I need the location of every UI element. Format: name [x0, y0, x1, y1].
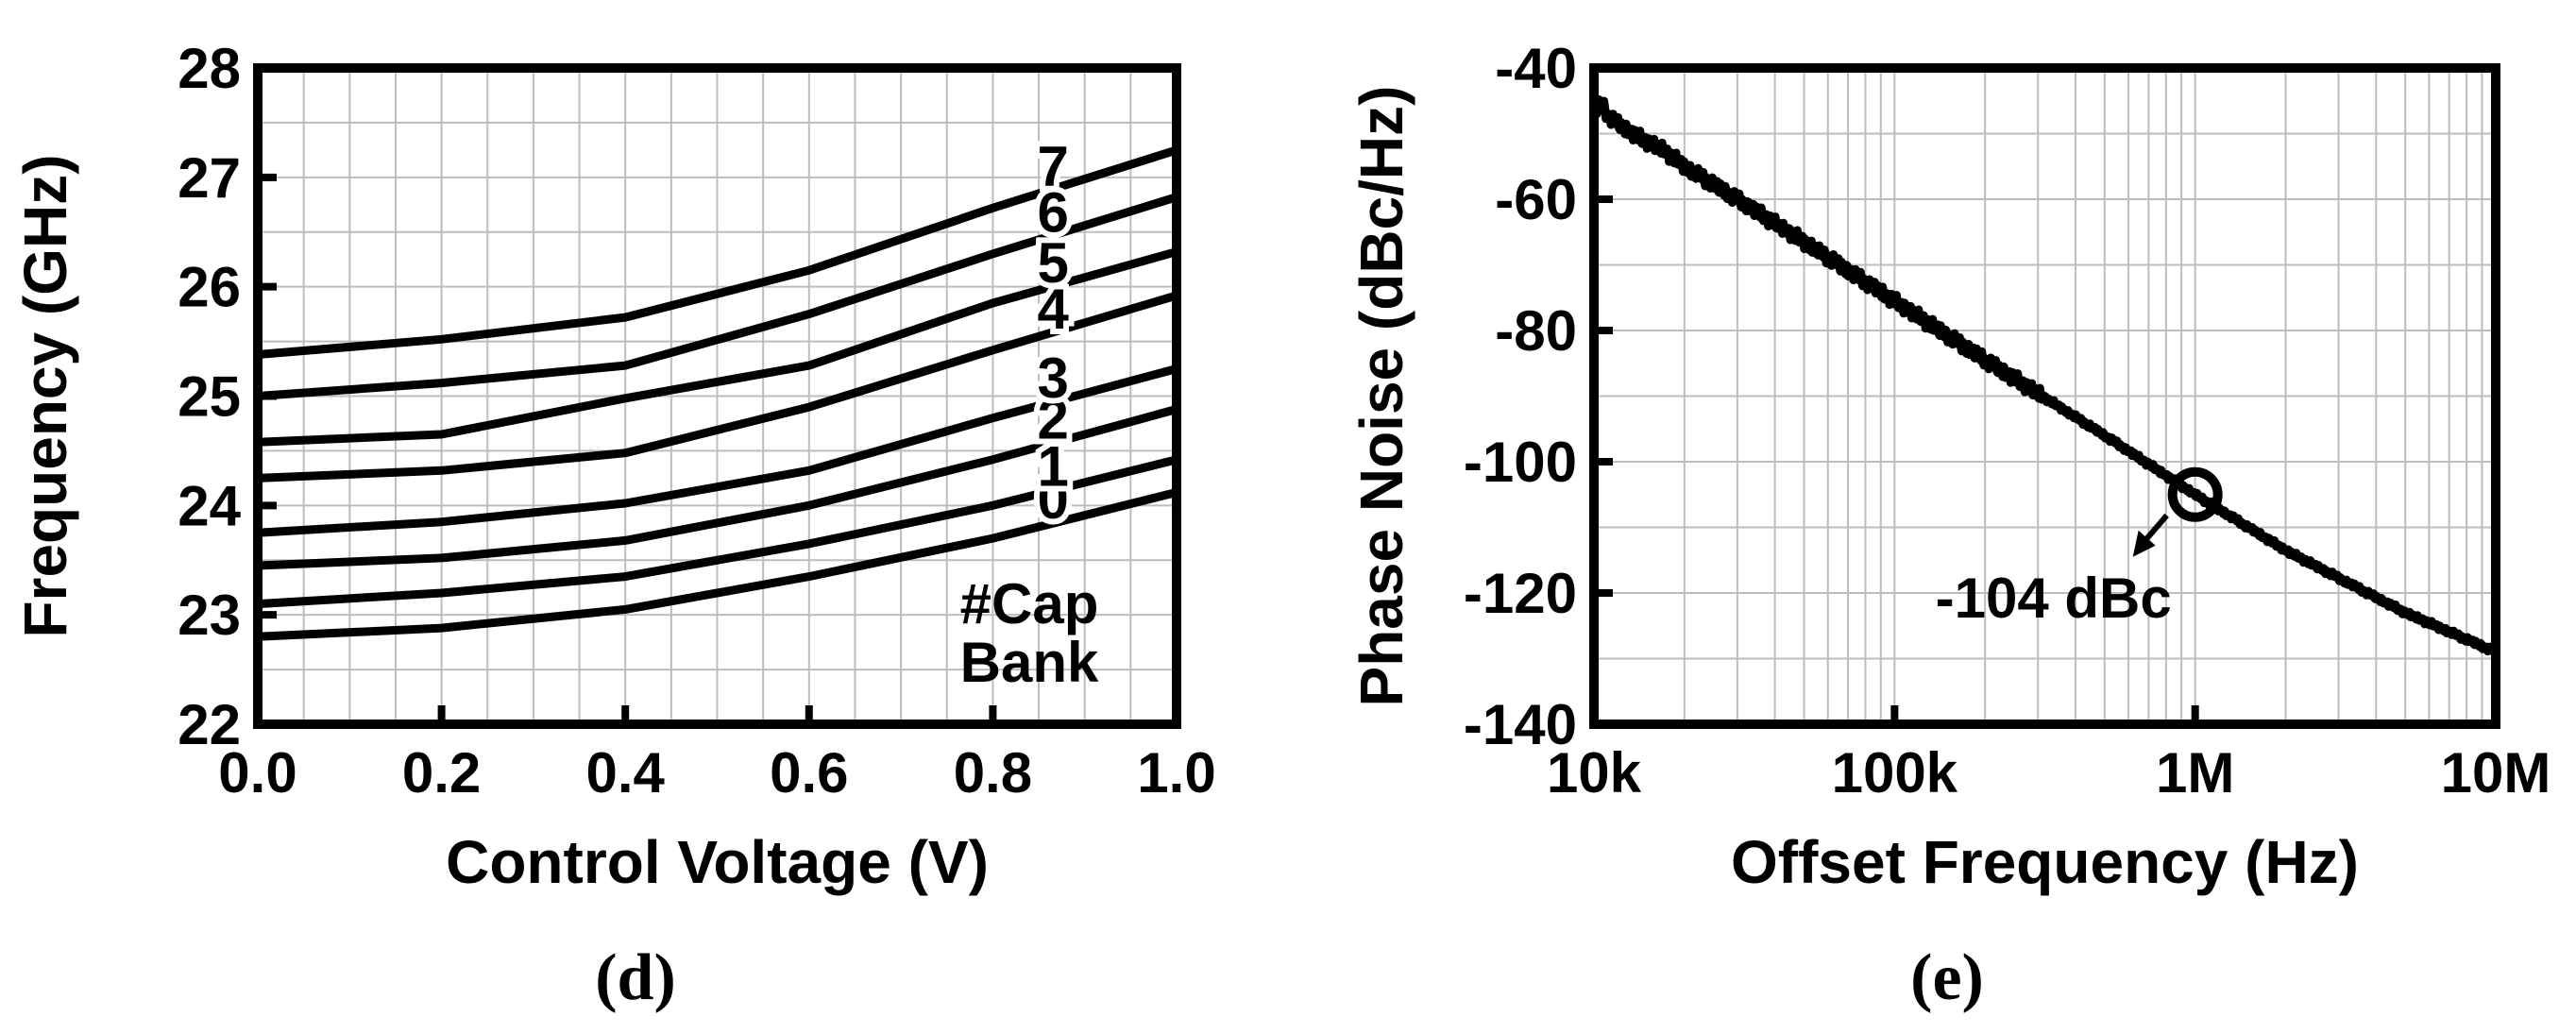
chart-d-series-label-3: 3	[1037, 347, 1068, 410]
chart-d-series-line-2	[253, 404, 1181, 570]
chart-e-ytick-label: -60	[1495, 168, 1577, 231]
chart-e-phase-noise-curve	[1589, 95, 2500, 657]
chart-d-series-line-5	[253, 247, 1181, 447]
chart-d-series-line-4	[253, 291, 1181, 483]
chart-d-series	[253, 145, 1181, 641]
chart-d-series-label-7: 7	[1037, 134, 1068, 197]
chart-d-ylabel: Frequency (GHz)	[11, 154, 79, 637]
chart-d-ytick-label: 24	[178, 474, 241, 537]
chart-d-panel-label: (d)	[595, 941, 676, 1014]
chart-e-xtick-label: 1M	[2156, 741, 2234, 804]
chart-e-xtick-label: 100k	[1832, 741, 1958, 804]
chart-e-frame	[1589, 63, 2500, 729]
chart-d-series-line-6	[253, 193, 1181, 400]
chart-e-ytick-label: -80	[1495, 299, 1577, 363]
chart-d-xtick-label: 0.4	[585, 741, 665, 804]
chart-e-ytick-label: -140	[1464, 693, 1577, 756]
chart-d-legend-title-line1: #Cap	[960, 572, 1099, 635]
chart-d-ytick-label: 25	[178, 365, 241, 429]
chart-e-ytick-label: -120	[1464, 562, 1577, 625]
chart-e-ytick-label: -40	[1495, 37, 1577, 100]
chart-d-series-label-6: 6	[1037, 180, 1068, 244]
chart-d-legend-title-line2: Bank	[960, 631, 1099, 694]
chart-d-series-line-7	[253, 145, 1181, 359]
chart-d-ytick-label: 22	[178, 693, 241, 756]
chart-e-panel-label: (e)	[1910, 941, 1984, 1014]
chart-d-xtick-label: 0.8	[954, 741, 1032, 804]
chart-d-series-label-2: 2	[1037, 388, 1068, 451]
chart-d-xtick-label: 1.0	[1137, 741, 1215, 804]
chart-e-annotation-arrow	[2142, 513, 2169, 544]
chart-d-series-line-0	[253, 487, 1181, 641]
chart-d-ytick-label: 26	[178, 256, 241, 319]
chart-e-ytick-label: -100	[1464, 431, 1577, 494]
chart-d-ytick-label: 28	[178, 37, 241, 100]
chart-d-ytick-label: 27	[178, 146, 241, 210]
chart-e-xtick-label: 10k	[1547, 741, 1642, 804]
chart-d-xtick-label: 0.6	[770, 741, 848, 804]
chart-d-series-label-4: 4	[1037, 278, 1069, 341]
chart-d-ytick-label: 23	[178, 584, 241, 647]
chart-e-ylabel: Phase Noise (dBc/Hz)	[1347, 86, 1415, 707]
chart-e-annotation-arrowhead	[2132, 530, 2156, 557]
chart-d-series-line-1	[253, 455, 1181, 609]
chart-e-marker-circle	[2167, 466, 2223, 522]
chart-d-xlabel: Control Voltage (V)	[446, 828, 989, 896]
chart-e-xlabel: Offset Frequency (Hz)	[1731, 828, 2359, 896]
chart-e-ticks: 10k 100k 1M 10M -40 -60 -80 -100 -120 -140	[1464, 37, 2551, 804]
chart-d-series-label-0: 0	[1037, 467, 1068, 531]
chart-d-xtick-label: 0.0	[218, 741, 297, 804]
chart-d-series-label-5: 5	[1037, 231, 1068, 295]
chart-d-series-line-3	[253, 364, 1181, 537]
chart-d-xtick-label: 0.2	[402, 741, 481, 804]
chart-e-phase-noise: 10k 100k 1M 10M -40 -60 -80 -100 -120 -140 -104 d…	[1347, 37, 2551, 1014]
chart-d-series-label-1: 1	[1037, 434, 1068, 498]
chart-e-annotation-label: -104 dBc	[1936, 567, 2172, 630]
chart-e-xtick-label: 10M	[2441, 741, 2551, 804]
